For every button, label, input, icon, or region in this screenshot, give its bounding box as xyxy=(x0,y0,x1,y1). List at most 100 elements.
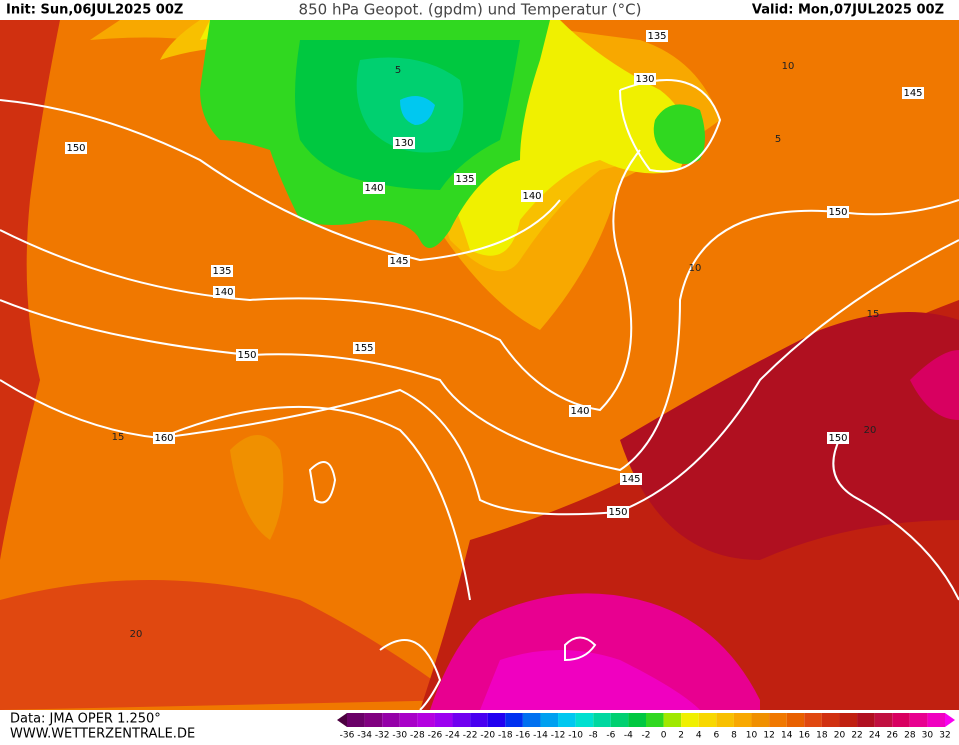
colorbar-box xyxy=(716,713,734,727)
colorbar-box xyxy=(909,713,928,727)
colorbar-box xyxy=(399,713,418,727)
geopotential-label: 145 xyxy=(903,88,922,99)
colorbar-box xyxy=(874,713,893,727)
contour-label-box xyxy=(236,349,258,361)
geopotential-label: 135 xyxy=(647,31,666,42)
colorbar-label: -34 xyxy=(357,731,372,741)
colorbar-label: 10 xyxy=(746,731,758,741)
contour-label-box xyxy=(607,506,629,518)
colorbar-box xyxy=(698,713,717,727)
geopotential-label: 140 xyxy=(522,191,541,202)
colorbar-label: -28 xyxy=(410,731,425,741)
colorbar-box xyxy=(769,713,787,727)
colorbar-label: 0 xyxy=(661,731,667,741)
colorbar-box xyxy=(470,713,488,727)
colorbar-label: -2 xyxy=(642,731,651,741)
colorbar-label: -4 xyxy=(624,731,633,741)
colorbar-box xyxy=(663,713,682,727)
contour-label-box xyxy=(827,432,849,444)
colorbar-label: 28 xyxy=(904,731,916,741)
geopotential-label: 150 xyxy=(237,350,256,361)
colorbar-label: -8 xyxy=(589,731,598,741)
temperature-label: 5 xyxy=(775,134,781,145)
geopotential-label: 155 xyxy=(354,343,373,354)
geopotential-label: 150 xyxy=(66,143,85,154)
temperature-label: 5 xyxy=(395,65,401,76)
colorbar-label: -16 xyxy=(516,731,531,741)
geopotential-label: 130 xyxy=(394,138,413,149)
colorbar-box xyxy=(434,713,453,727)
colorbar-box xyxy=(751,713,770,727)
colorbar-label: 14 xyxy=(781,731,793,741)
contour-label-box xyxy=(521,190,543,202)
colorbar-label: -10 xyxy=(568,731,583,741)
geopotential-label: 150 xyxy=(828,207,847,218)
colorbar-label: -26 xyxy=(428,731,443,741)
colorbar-box xyxy=(382,713,400,727)
geopotential-label: 160 xyxy=(154,433,173,444)
geopotential-label: 135 xyxy=(455,174,474,185)
colorbar-box xyxy=(786,713,805,727)
colorbar-box xyxy=(804,713,822,727)
colorbar-label: 4 xyxy=(696,731,702,741)
colorbar-box xyxy=(927,713,945,727)
colorbar-arrow xyxy=(337,713,347,727)
contour-label-box xyxy=(353,342,375,354)
valid-time: Valid: Mon,07JUL2025 00Z xyxy=(752,3,944,18)
geopotential-label: 145 xyxy=(389,256,408,267)
colorbar-box xyxy=(610,713,629,727)
colorbar-label: -22 xyxy=(463,731,478,741)
contour-label-box xyxy=(620,473,642,485)
contour-label-box xyxy=(454,173,476,185)
colorbar-box xyxy=(505,713,523,727)
contour-label-box xyxy=(153,432,175,444)
contour-label-box xyxy=(363,182,385,194)
temperature-label: 10 xyxy=(689,263,702,274)
colorbar-box xyxy=(628,713,646,727)
contour-label-box xyxy=(388,255,410,267)
colorbar-box xyxy=(681,713,699,727)
init-time: Init: Sun,06JUL2025 00Z xyxy=(6,3,183,18)
map-title: 850 hPa Geopot. (gpdm) und Temperatur (°… xyxy=(299,1,642,19)
colorbar-box xyxy=(821,713,840,727)
colorbar-box xyxy=(487,713,506,727)
geopotential-label: 150 xyxy=(828,433,847,444)
colorbar-label: 8 xyxy=(731,731,737,741)
contour-label-box xyxy=(65,142,87,154)
contour-label-box xyxy=(646,30,668,42)
contour-label-box xyxy=(213,286,235,298)
colorbar-box xyxy=(347,713,365,727)
temperature-label: 20 xyxy=(130,629,143,640)
colorbar-label: 32 xyxy=(939,731,950,741)
temperature-label: 20 xyxy=(864,425,877,436)
colorbar-label: 30 xyxy=(922,731,934,741)
colorbar-box xyxy=(522,713,541,727)
temperature-label: 15 xyxy=(112,432,125,443)
colorbar-label: 18 xyxy=(816,731,828,741)
contour-label-box xyxy=(393,137,415,149)
colorbar-label: 6 xyxy=(713,731,719,741)
contour-label-box xyxy=(827,206,849,218)
temperature-label: 10 xyxy=(782,61,795,72)
map-background xyxy=(0,20,959,710)
colorbar-box xyxy=(733,713,752,727)
colorbar-box xyxy=(540,713,559,727)
colorbar-label: -20 xyxy=(480,731,495,741)
colorbar-label: -6 xyxy=(606,731,615,741)
temperature-label: 15 xyxy=(867,309,880,320)
colorbar-box xyxy=(417,713,435,727)
colorbar-label: 22 xyxy=(851,731,862,741)
colorbar-box xyxy=(558,713,576,727)
colorbar-label: 2 xyxy=(678,731,684,741)
contour-label-box xyxy=(634,73,656,85)
contour-label-box xyxy=(211,265,233,277)
geopotential-label: 150 xyxy=(608,507,627,518)
colorbar-box xyxy=(646,713,664,727)
colorbar-box xyxy=(575,713,594,727)
colorbar-label: -18 xyxy=(498,731,513,741)
geopotential-label: 145 xyxy=(621,474,640,485)
geopotential-label: 140 xyxy=(364,183,383,194)
colorbar-label: -14 xyxy=(533,731,548,741)
geopotential-label: 140 xyxy=(214,287,233,298)
